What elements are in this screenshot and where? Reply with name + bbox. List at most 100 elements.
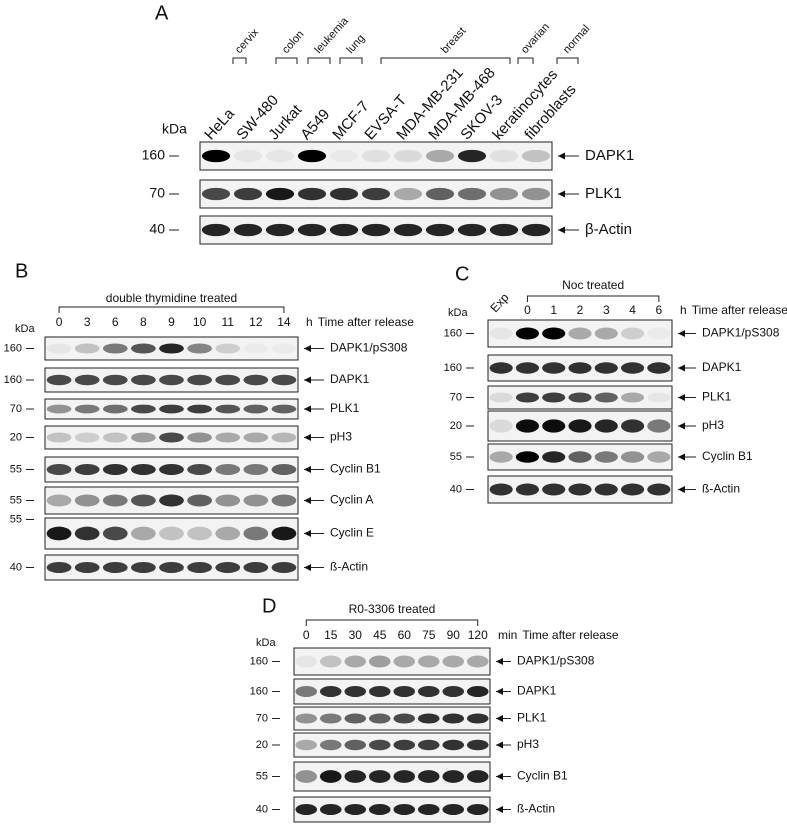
band (187, 464, 212, 475)
band (542, 362, 566, 374)
marker-label: 20 (450, 420, 462, 432)
tissue-bracket (232, 57, 247, 64)
band (568, 327, 592, 340)
band (102, 464, 128, 475)
band (329, 223, 359, 237)
band (271, 494, 297, 507)
lane-label: 10 (193, 315, 207, 329)
band (621, 451, 645, 463)
marker-label: 70 (10, 403, 22, 415)
band (466, 713, 489, 724)
kda-label: kDa (256, 637, 276, 649)
band (466, 686, 489, 697)
marker-label: 160 (142, 147, 166, 163)
band (417, 713, 440, 724)
band (489, 451, 513, 463)
marker-label: 40 (256, 803, 268, 815)
band (271, 464, 297, 475)
band (74, 562, 100, 573)
band (243, 562, 269, 573)
band (233, 223, 263, 237)
lane-label: 0 (303, 628, 310, 642)
band (425, 149, 455, 163)
band (393, 149, 423, 163)
band (295, 713, 318, 724)
band (159, 432, 184, 443)
band (131, 494, 156, 507)
band (319, 713, 342, 724)
band (102, 562, 128, 573)
band (131, 374, 156, 386)
lane-label: 3 (603, 303, 610, 317)
blot-label: DAPK1/pS308 (517, 654, 595, 668)
marker-label: 55 (450, 451, 462, 463)
band (272, 343, 297, 353)
band (102, 526, 128, 541)
band (568, 419, 592, 433)
blot-label: PLK1 (702, 390, 732, 404)
blot-label: pH3 (702, 418, 724, 432)
band (271, 562, 297, 573)
band (215, 494, 241, 507)
time-label: Time after release (692, 303, 787, 317)
marker-label: 70 (256, 712, 268, 724)
band (187, 526, 212, 541)
marker-label: 55 (10, 513, 22, 525)
arrow-head (558, 152, 565, 160)
marker-label: 20 (10, 431, 22, 443)
lane-label: 6 (656, 303, 663, 317)
lane-label: 90 (447, 628, 461, 642)
tissue-bracket (307, 57, 331, 64)
lane-label: 1 (550, 303, 557, 317)
tissue-label: lung (344, 32, 367, 55)
band (344, 686, 367, 697)
arrow-head (678, 330, 685, 337)
band (368, 739, 391, 751)
band (466, 655, 489, 668)
marker-label: 70 (149, 185, 165, 201)
band (215, 343, 241, 354)
blot-label: pH3 (517, 737, 539, 751)
band (417, 770, 440, 783)
blot-label: DAPK1 (702, 360, 742, 374)
band (131, 432, 156, 443)
band (521, 223, 551, 237)
band (74, 343, 100, 354)
band (74, 526, 100, 541)
band (329, 187, 359, 201)
band (594, 483, 618, 496)
band (621, 392, 645, 403)
tissue-label: colon (280, 28, 307, 56)
band (594, 327, 618, 340)
band (102, 494, 128, 507)
arrow-head (496, 658, 503, 665)
lane-label: 9 (168, 315, 175, 329)
marker-label: 40 (450, 483, 462, 495)
band (417, 655, 440, 668)
band (74, 432, 100, 443)
blot (293, 706, 491, 731)
treatment-bracket (305, 619, 479, 626)
band (329, 149, 359, 163)
band (568, 392, 592, 403)
band (243, 343, 268, 353)
band (131, 464, 156, 475)
band (271, 404, 297, 414)
time-label: Time after release (318, 315, 415, 329)
arrow-head (304, 345, 311, 352)
band (295, 804, 318, 815)
lane-label: 4 (629, 303, 636, 317)
band (568, 362, 592, 374)
band (594, 451, 618, 463)
band (568, 483, 592, 496)
time-unit: min (498, 628, 517, 642)
blot-label: ß-Actin (330, 560, 368, 574)
band (542, 392, 566, 403)
band (319, 804, 342, 815)
blot (199, 141, 553, 171)
band (271, 432, 297, 443)
blot-label: PLK1 (330, 401, 360, 415)
tissue-bracket (380, 57, 511, 64)
band (295, 739, 318, 751)
band (568, 451, 592, 463)
